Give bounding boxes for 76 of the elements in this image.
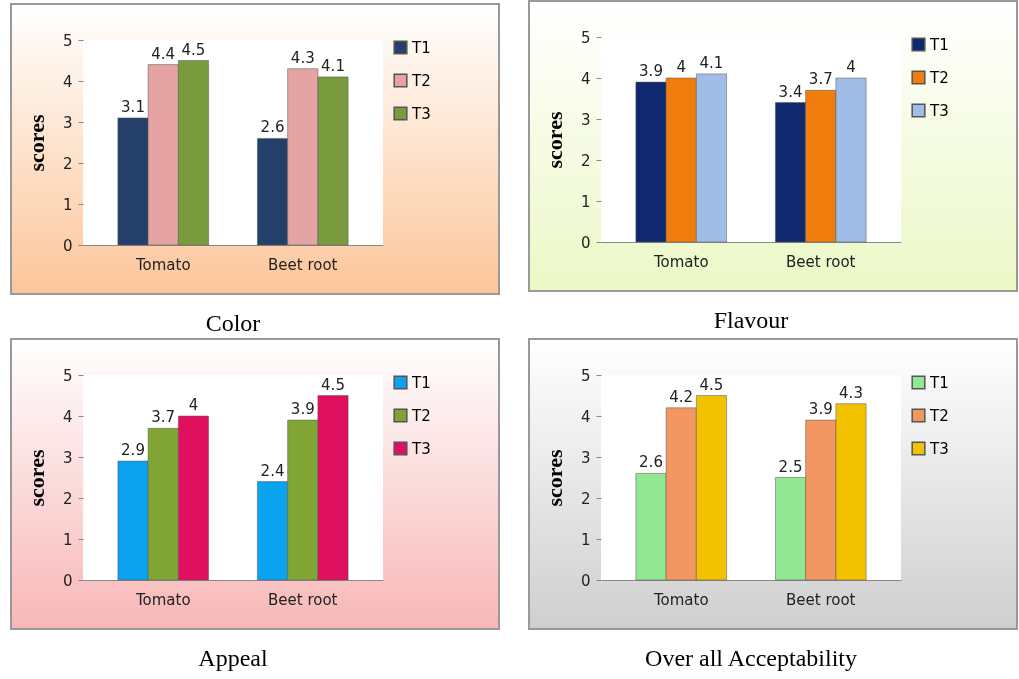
text: Appeal [198, 645, 268, 671]
text: Over all Acceptability [645, 645, 857, 671]
data-label: 2.6 [260, 118, 285, 137]
y-tick-label: 3 [62, 448, 73, 467]
y-tick-label: 4 [62, 407, 73, 426]
y-axis-title: scores [541, 111, 567, 169]
x-tick-label: Beet root [268, 590, 338, 609]
data-label: 4.1 [321, 56, 345, 75]
y-tick-label: 4 [62, 72, 73, 91]
y-tick-label: 0 [580, 571, 591, 590]
legend-label: T1 [411, 38, 431, 57]
y-tick-label: 5 [580, 28, 591, 47]
y-tick-label: 5 [62, 31, 73, 50]
y-tick-label: 0 [580, 233, 591, 252]
data-label: 2.5 [778, 457, 803, 476]
data-label: 3.9 [290, 400, 315, 419]
y-tick-label: 4 [580, 69, 591, 88]
data-label: 2.9 [121, 441, 145, 460]
y-tick-label: 0 [62, 571, 73, 590]
legend-label: T3 [411, 439, 431, 458]
data-label: 4 [676, 58, 687, 76]
data-label: 3.9 [639, 62, 663, 81]
text: Flavour [713, 307, 789, 333]
x-tick-label: Tomato [134, 255, 191, 274]
legend-label: T1 [929, 373, 949, 392]
y-tick-label: 1 [580, 530, 591, 549]
legend-label: T2 [929, 406, 949, 425]
x-tick-label: Tomato [652, 252, 709, 271]
y-tick-label: 2 [580, 489, 591, 508]
y-tick-label: 3 [62, 113, 73, 132]
legend-label: T3 [411, 104, 431, 123]
data-label: 3.4 [778, 82, 803, 101]
data-label: 3.7 [151, 408, 176, 427]
y-tick-label: 2 [62, 489, 73, 508]
y-tick-label: 5 [62, 366, 73, 385]
x-tick-label: Beet root [786, 590, 856, 609]
y-tick-label: 3 [580, 448, 591, 467]
data-label: 3.1 [121, 97, 145, 116]
y-tick-label: 1 [62, 530, 73, 549]
data-label: 4.1 [699, 53, 724, 72]
data-label: 4.4 [151, 44, 176, 63]
y-axis-title: scores [541, 449, 567, 507]
data-label: 4.5 [321, 375, 345, 394]
data-label: 2.6 [639, 453, 663, 472]
y-tick-label: 4 [580, 407, 591, 426]
y-tick-label: 0 [62, 236, 73, 255]
data-label: 4 [188, 396, 199, 414]
legend-label: T2 [411, 71, 431, 90]
x-tick-label: Beet root [268, 255, 338, 274]
data-label: 3.7 [808, 70, 833, 89]
data-label: 4.2 [669, 387, 694, 406]
text: Color [205, 310, 261, 336]
data-label: 4 [846, 58, 856, 76]
x-tick-label: Beet root [786, 252, 856, 271]
x-tick-label: Tomato [652, 590, 709, 609]
data-label: 3.9 [808, 400, 833, 419]
y-tick-label: 1 [580, 192, 591, 211]
legend-label: T1 [929, 35, 949, 54]
y-tick-label: 3 [580, 110, 591, 129]
y-tick-label: 2 [62, 154, 73, 173]
legend-label: T3 [929, 101, 949, 120]
legend-label: T2 [411, 406, 431, 425]
y-tick-label: 5 [580, 366, 591, 385]
legend-label: T3 [929, 439, 949, 458]
data-label: 4.3 [839, 383, 863, 402]
legend-label: T1 [411, 373, 431, 392]
y-tick-label: 1 [62, 195, 73, 214]
data-label: 2.4 [260, 461, 285, 480]
y-axis-title: scores [23, 449, 49, 507]
y-axis-title: scores [23, 114, 49, 172]
x-tick-label: Tomato [134, 590, 191, 609]
y-tick-label: 2 [580, 151, 591, 170]
data-label: 4.5 [699, 375, 724, 394]
data-label: 4.5 [181, 40, 206, 59]
data-label: 4.3 [290, 48, 315, 67]
legend-label: T2 [929, 68, 949, 87]
